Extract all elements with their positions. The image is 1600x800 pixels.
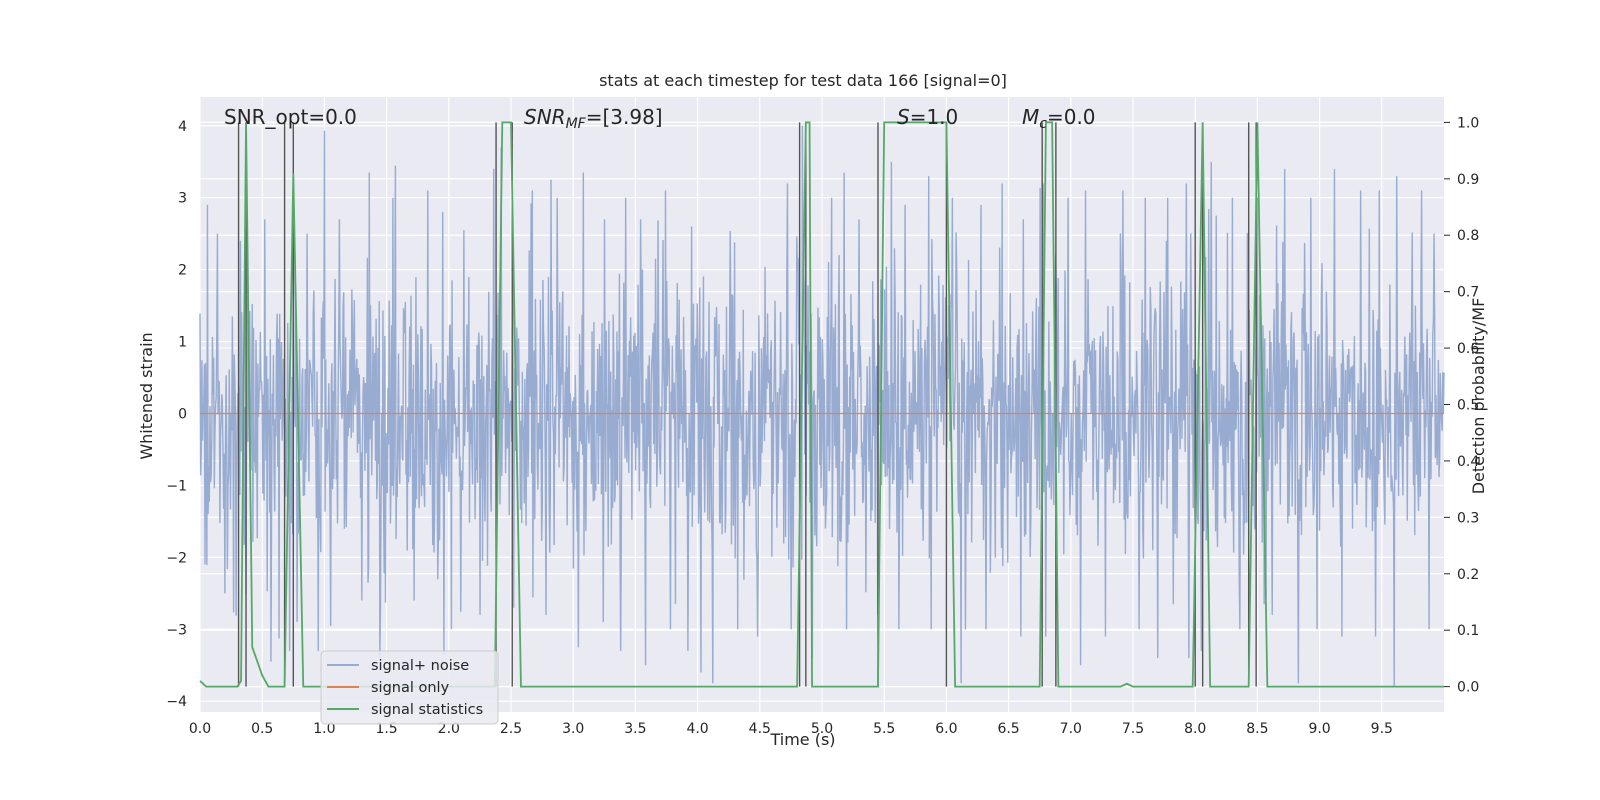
signal-statistics-series — [199, 121, 1444, 688]
y-tick-label-right-9: 0.1 — [1457, 623, 1479, 639]
annotation-mc-value: =0.0 — [1047, 105, 1096, 129]
y-tick-label-right-3: 0.7 — [1457, 285, 1479, 301]
y-tick-label-left-2: 2 — [178, 263, 187, 279]
x-tick-label-19: 9.5 — [1371, 721, 1393, 737]
y-tick-label-left-1: 3 — [178, 191, 187, 207]
y-tick-label-left-3: 1 — [178, 335, 187, 351]
x-tick-label-7: 3.5 — [624, 721, 646, 737]
y-tick-label-right-8: 0.2 — [1457, 567, 1479, 583]
x-tick-label-14: 7.0 — [1060, 721, 1082, 737]
y-ticks-right: 1.0 0.9 0.8 0.7 0.6 0.5 0.4 0.3 0.2 0.1 0.0 — [1444, 115, 1479, 696]
x-tick-label-3: 1.5 — [375, 721, 397, 737]
x-tick-label-12: 6.0 — [935, 721, 957, 737]
annotation-mc: Mc=0.0 — [1022, 105, 1096, 132]
annotation-s-main: S — [897, 105, 910, 129]
x-tick-label-15: 7.5 — [1122, 721, 1144, 737]
x-tick-label-4: 2.0 — [438, 721, 460, 737]
annotation-s: S=1.0 — [897, 105, 958, 129]
x-tick-label-9: 4.5 — [749, 721, 771, 737]
y-tick-label-right-5: 0.5 — [1457, 398, 1479, 414]
annotation-s-value: =1.0 — [910, 105, 959, 129]
y-tick-label-right-4: 0.6 — [1457, 341, 1479, 357]
series-line-signal-noise — [199, 125, 1445, 687]
x-tick-label-11: 5.5 — [873, 721, 895, 737]
y-tick-label-left-7: −3 — [166, 622, 187, 638]
x-tick-label-13: 6.5 — [997, 721, 1019, 737]
x-ticks: 0.0 0.5 1.0 1.5 2.0 2.5 3.0 3.5 4.0 4.5 5.0 5.5 6.0 6… — [189, 721, 1393, 737]
y-tick-label-left-6: −2 — [166, 550, 187, 566]
annotation-mc-sub: c — [1039, 116, 1047, 132]
chart-title: stats at each timestep for test data 166… — [599, 71, 1007, 90]
x-tick-label-1: 0.5 — [251, 721, 273, 737]
x-tick-label-8: 4.0 — [686, 721, 708, 737]
annotation-snr-mf-main: SNR — [524, 105, 566, 129]
y-tick-label-left-0: 4 — [178, 119, 187, 135]
x-tick-label-10: 5.0 — [811, 721, 833, 737]
x-tick-label-16: 8.0 — [1184, 721, 1206, 737]
x-tick-label-17: 8.5 — [1246, 721, 1268, 737]
annotation-snr-opt: SNR_opt=0.0 — [224, 105, 357, 129]
x-axis-label: Time (s) — [769, 730, 835, 749]
legend-box — [320, 650, 499, 725]
y-tick-label-left-4: 0 — [178, 406, 187, 422]
y-ticks-left: 4 3 2 1 0 −1 −2 −3 −4 — [166, 119, 187, 710]
y-tick-label-right-1: 0.9 — [1457, 172, 1479, 188]
y-tick-label-left-5: −1 — [166, 478, 187, 494]
annotation-snr-mf-value: =[3.98] — [586, 105, 663, 129]
y-tick-label-right-10: 0.0 — [1457, 680, 1479, 696]
y-tick-label-right-0: 1.0 — [1457, 115, 1479, 131]
y-tick-label-right-6: 0.4 — [1457, 454, 1479, 470]
legend-label-signal-statistics: signal statistics — [371, 702, 483, 718]
x-tick-label-18: 9.0 — [1308, 721, 1330, 737]
signal-noise-series — [199, 125, 1445, 687]
x-tick-label-2: 1.0 — [313, 721, 335, 737]
legend-label-signal-noise: signal+ noise — [371, 658, 469, 674]
x-tick-label-5: 2.5 — [500, 721, 522, 737]
annotation-snr-mf: SNRMF=[3.98] — [524, 105, 663, 132]
x-tick-label-0: 0.0 — [189, 721, 211, 737]
legend-label-signal-only: signal only — [371, 680, 450, 696]
annotation-snr-mf-sub: MF — [566, 116, 587, 132]
y-tick-label-right-2: 0.8 — [1457, 228, 1479, 244]
series-line-signal-statistics — [199, 121, 1444, 688]
y-axis-label-right: Detection probability/MF — [1469, 298, 1488, 495]
x-tick-label-6: 3.0 — [562, 721, 584, 737]
legend: signal+ noise signal only signal statist… — [320, 650, 499, 725]
annotation-mc-main: M — [1022, 105, 1039, 129]
y-tick-label-left-8: −4 — [166, 694, 187, 710]
y-axis-label-left: Whitened strain — [137, 332, 156, 459]
y-tick-label-right-7: 0.3 — [1457, 510, 1479, 526]
